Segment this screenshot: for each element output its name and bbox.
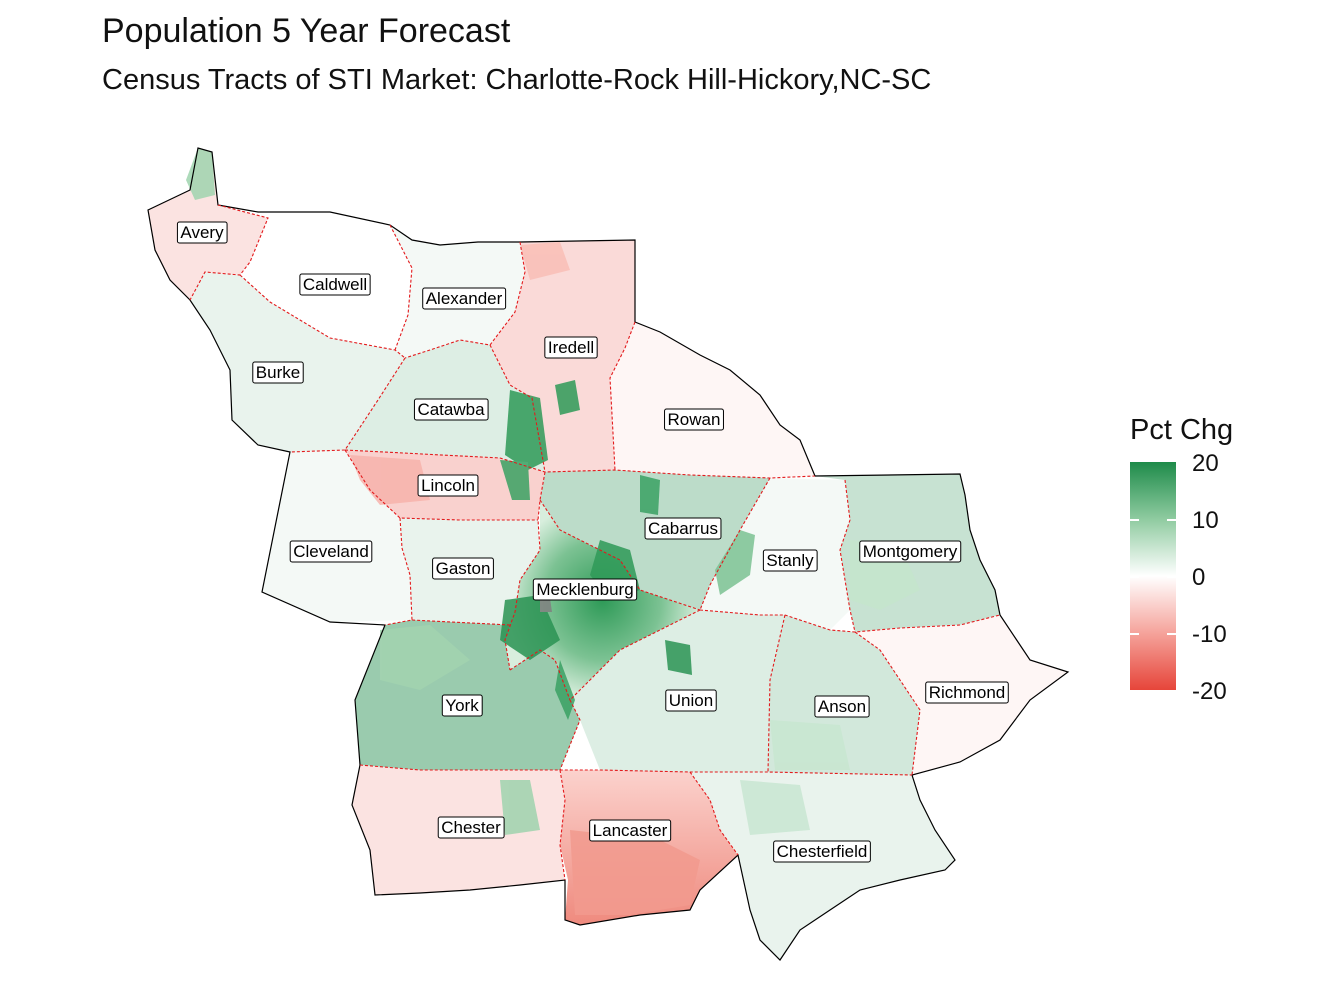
- county-label-union: Union: [665, 689, 717, 712]
- county-border-group: [189, 204, 1001, 881]
- county-label-text: Cleveland: [293, 542, 369, 561]
- county-label-richmond: Richmond: [925, 681, 1009, 704]
- county-label-avery: Avery: [176, 221, 228, 244]
- legend-tick-label: -20: [1192, 678, 1227, 705]
- county-label-cabarrus: Cabarrus: [644, 517, 722, 540]
- county-label-chester: Chester: [437, 816, 505, 839]
- county-label-box: [644, 517, 722, 540]
- county-label-box: [432, 557, 494, 580]
- county-label-text: Chesterfield: [777, 842, 868, 861]
- county-label-anson: Anson: [814, 695, 870, 718]
- legend-tick-label: 20: [1192, 450, 1219, 477]
- county-label-catawba: Catawba: [413, 398, 489, 421]
- county-label-text: Alexander: [426, 289, 503, 308]
- county-label-text: Avery: [180, 223, 224, 242]
- legend-tick-label: 0: [1192, 564, 1206, 591]
- county-label-box: [299, 273, 371, 296]
- county-label-box: [814, 695, 870, 718]
- county-label-box: [762, 549, 818, 572]
- county-label-box: [664, 408, 724, 431]
- county-label-box: [532, 578, 638, 601]
- legend-tick-label: 10: [1192, 507, 1219, 534]
- county-label-text: Lincoln: [421, 476, 475, 495]
- county-label-text: Cabarrus: [648, 519, 718, 538]
- county-label-lincoln: Lincoln: [417, 474, 479, 497]
- county-label-text: Union: [669, 691, 713, 710]
- county-label-iredell: Iredell: [544, 336, 598, 359]
- county-label-text: Chester: [441, 818, 501, 837]
- county-label-box: [441, 694, 483, 717]
- county-label-rowan: Rowan: [664, 408, 724, 431]
- county-label-box: [665, 689, 717, 712]
- legend-title: Pct Chg: [1130, 414, 1234, 446]
- county-label-box: [859, 540, 962, 563]
- county-label-chesterfield: Chesterfield: [773, 840, 871, 863]
- county-label-box: [289, 540, 373, 563]
- county-label-text: Montgomery: [863, 542, 958, 561]
- county-label-text: Gaston: [436, 559, 491, 578]
- county-label-group: Avery Caldwell Alexander Iredell Burke Catawb…: [176, 221, 1009, 863]
- legend-tick-label: -10: [1192, 621, 1227, 648]
- map-title: Population 5 Year Forecast: [102, 12, 511, 50]
- county-chesterfield[interactable]: [690, 772, 955, 960]
- county-label-york: York: [441, 694, 483, 717]
- county-cleveland[interactable]: [262, 450, 412, 622]
- map-subtitle: Census Tracts of STI Market: Charlotte-R…: [102, 64, 932, 96]
- county-label-text: Anson: [818, 697, 866, 716]
- county-label-text: Iredell: [548, 338, 594, 357]
- county-label-caldwell: Caldwell: [299, 273, 371, 296]
- county-label-box: [176, 221, 228, 244]
- county-label-montgomery: Montgomery: [859, 540, 962, 563]
- county-label-text: Richmond: [929, 683, 1006, 702]
- county-label-box: [422, 287, 507, 310]
- county-label-box: [925, 681, 1009, 704]
- county-label-box: [773, 840, 871, 863]
- county-label-lancaster: Lancaster: [589, 819, 672, 842]
- county-label-cleveland: Cleveland: [289, 540, 373, 563]
- county-label-box: [252, 361, 304, 384]
- county-label-box: [544, 336, 598, 359]
- county-label-mecklenburg: Mecklenburg: [532, 578, 638, 601]
- county-label-box: [417, 474, 479, 497]
- county-cabarrus[interactable]: [540, 470, 770, 610]
- county-label-text: Rowan: [668, 410, 721, 429]
- county-label-text: York: [445, 696, 479, 715]
- county-label-text: Mecklenburg: [536, 580, 633, 599]
- market-outline: [147, 147, 1070, 961]
- county-label-box: [589, 819, 672, 842]
- county-label-text: Lancaster: [593, 821, 668, 840]
- county-label-alexander: Alexander: [422, 287, 507, 310]
- county-label-text: Caldwell: [303, 275, 367, 294]
- county-label-text: Catawba: [417, 400, 485, 419]
- county-label-burke: Burke: [252, 361, 304, 384]
- county-label-gaston: Gaston: [432, 557, 494, 580]
- county-label-box: [437, 816, 505, 839]
- county-label-text: Stanly: [766, 551, 814, 570]
- county-label-box: [413, 398, 489, 421]
- county-label-text: Burke: [256, 363, 300, 382]
- county-label-stanly: Stanly: [762, 549, 818, 572]
- county-rowan[interactable]: [610, 322, 815, 478]
- legend: Pct Chg 20 10 0 -10 -20: [1122, 414, 1322, 714]
